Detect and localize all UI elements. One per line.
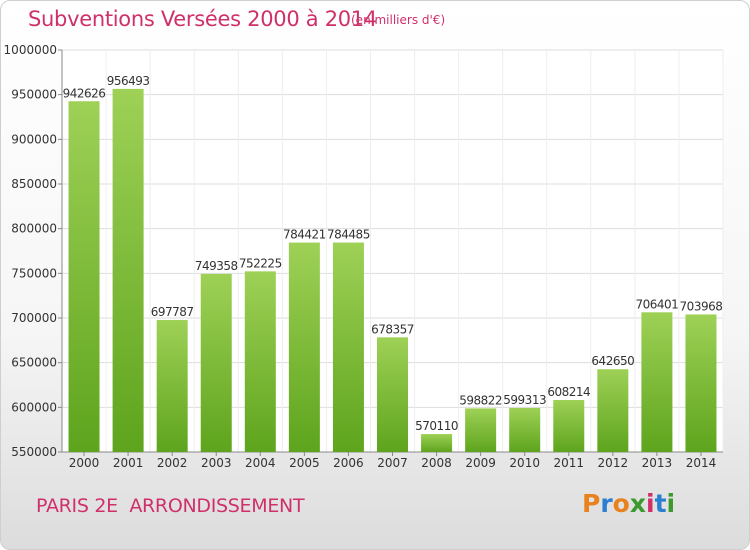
bar: [332, 242, 364, 452]
data-label: 706401: [635, 297, 678, 311]
data-label: 703968: [680, 299, 723, 313]
x-tick-label: 2007: [377, 456, 408, 470]
y-tick-label: 1000000: [4, 43, 57, 57]
y-tick-label: 550000: [11, 445, 57, 459]
unit-note: (en milliers d'€): [351, 13, 446, 27]
y-tick-label: 900000: [11, 132, 57, 146]
y-tick-label: 750000: [11, 266, 57, 280]
x-tick-label: 2000: [69, 456, 100, 470]
x-tick-label: 2014: [686, 456, 717, 470]
y-tick-label: 700000: [11, 311, 57, 325]
logo-letter: o: [612, 489, 630, 518]
x-tick-label: 2011: [553, 456, 584, 470]
data-label: 697787: [151, 305, 194, 319]
data-label: 598822: [459, 393, 502, 407]
x-tick-label: 2012: [598, 456, 629, 470]
data-label: 570110: [415, 419, 458, 433]
logo-letter: i: [646, 489, 655, 518]
y-tick-label: 800000: [11, 222, 57, 236]
bar: [200, 273, 232, 452]
data-label: 942626: [63, 86, 106, 100]
bar: [156, 319, 188, 452]
x-tick-label: 2008: [421, 456, 452, 470]
chart-title: Subventions Versées 2000 à 2014: [28, 7, 377, 31]
data-label: 599313: [503, 393, 546, 407]
bar: [465, 408, 497, 452]
logo-letter: i: [666, 489, 676, 518]
y-tick-label: 850000: [11, 177, 57, 191]
bar: [685, 314, 717, 452]
logo-letter: P: [582, 489, 601, 518]
bar: [377, 337, 408, 452]
bar: [597, 369, 629, 452]
x-tick-label: 2010: [509, 456, 540, 470]
y-tick-label: 600000: [11, 400, 57, 414]
bar: [112, 88, 144, 452]
data-label: 784485: [327, 228, 370, 242]
y-tick-label: 950000: [11, 88, 57, 102]
logo-letter: t: [654, 489, 667, 518]
data-label: 749358: [195, 259, 238, 273]
data-label: 752225: [239, 256, 282, 270]
x-tick-label: 2003: [201, 456, 232, 470]
bar: [641, 312, 673, 452]
data-label: 784421: [283, 228, 326, 242]
data-label: 678357: [371, 322, 414, 336]
x-tick-label: 2013: [642, 456, 673, 470]
place-name: PARIS 2E ARRONDISSEMENT: [36, 495, 305, 517]
bar: [509, 407, 541, 452]
x-tick-label: 2009: [465, 456, 496, 470]
bar: [288, 242, 320, 452]
bar: [244, 271, 276, 452]
x-tick-label: 2002: [157, 456, 188, 470]
data-label: 956493: [107, 74, 150, 88]
bar: [68, 101, 100, 453]
data-label: 608214: [547, 385, 590, 399]
x-tick-label: 2001: [113, 456, 144, 470]
x-tick-label: 2004: [245, 456, 276, 470]
bar: [553, 399, 585, 452]
y-tick-label: 650000: [11, 356, 57, 370]
bar: [421, 434, 453, 452]
logo-letter: r: [600, 489, 613, 518]
data-label: 642650: [591, 354, 634, 368]
proxiti-logo: Proxiti: [582, 489, 675, 518]
x-tick-label: 2006: [333, 456, 364, 470]
logo-letter: x: [629, 489, 646, 518]
x-tick-label: 2005: [289, 456, 320, 470]
